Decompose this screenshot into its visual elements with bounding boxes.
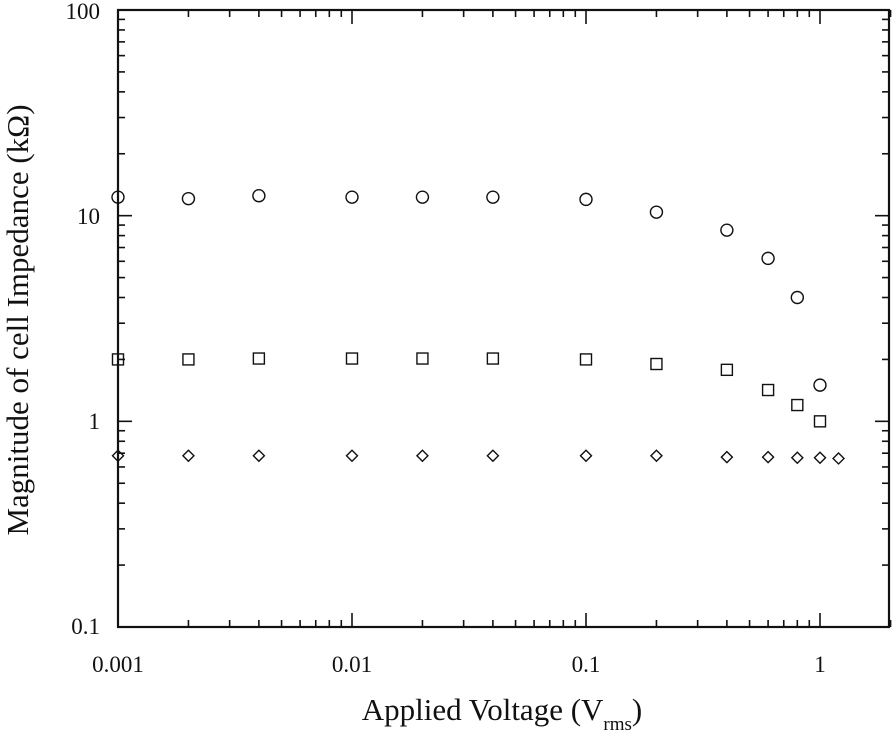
x-tick-label: 1 xyxy=(814,652,826,677)
diamond-marker xyxy=(181,449,195,463)
square-marker xyxy=(650,357,663,371)
x-axis-title-subscript: rms xyxy=(603,714,632,735)
diamond-marker xyxy=(761,450,775,464)
circle-marker xyxy=(649,205,664,219)
diamond-marker xyxy=(720,450,734,464)
circle-marker xyxy=(252,189,266,203)
diamond-marker xyxy=(579,449,593,463)
square-marker xyxy=(791,398,804,412)
square-marker xyxy=(345,352,359,365)
y-tick-label: 10 xyxy=(77,204,100,229)
diamond-marker xyxy=(415,449,429,463)
circle-marker xyxy=(790,290,805,305)
square-marker xyxy=(416,352,429,365)
x-axis-title: Applied Voltage (Vrms) xyxy=(362,692,643,735)
diamond-marker xyxy=(649,449,663,463)
circle-marker xyxy=(415,190,430,204)
axis-ticks xyxy=(117,9,892,628)
x-axis-title-close: ) xyxy=(632,692,642,727)
y-tick-label: 1 xyxy=(89,409,101,434)
x-tick-label: 0.1 xyxy=(572,652,601,677)
x-axis-title-main: Applied Voltage (V xyxy=(362,692,604,727)
circle-marker xyxy=(181,191,196,206)
y-tick-label: 0.1 xyxy=(71,614,100,639)
square-marker xyxy=(813,415,827,428)
square-marker xyxy=(252,352,266,365)
diamond-marker xyxy=(486,449,500,463)
diamond-marker xyxy=(790,451,804,465)
plot-frame xyxy=(116,8,891,629)
square-marker xyxy=(182,353,195,366)
y-tick-label: 100 xyxy=(66,0,101,24)
square-marker xyxy=(579,353,593,366)
diamond-marker xyxy=(832,451,846,465)
circle-marker xyxy=(345,190,359,204)
diamond-marker xyxy=(252,449,266,463)
square-marker xyxy=(720,363,734,377)
x-tick-label: 0.001 xyxy=(92,652,144,677)
square-marker xyxy=(761,383,775,397)
x-tick-labels: 0.001 0.01 0.1 1 xyxy=(92,652,826,677)
y-axis-title: Magnitude of cell Impedance (kΩ) xyxy=(0,104,35,535)
circle-marker xyxy=(761,251,775,266)
circle-marker xyxy=(579,192,593,207)
y-tick-labels: 0.1 1 10 100 xyxy=(66,0,101,639)
circle-marker xyxy=(720,223,734,237)
square-marker xyxy=(486,352,500,365)
diamond-marker xyxy=(813,451,827,465)
data-markers xyxy=(111,189,846,465)
x-tick-label: 0.01 xyxy=(332,652,372,677)
diamond-marker xyxy=(345,449,359,463)
circle-marker xyxy=(813,378,827,392)
circle-marker xyxy=(486,190,500,204)
